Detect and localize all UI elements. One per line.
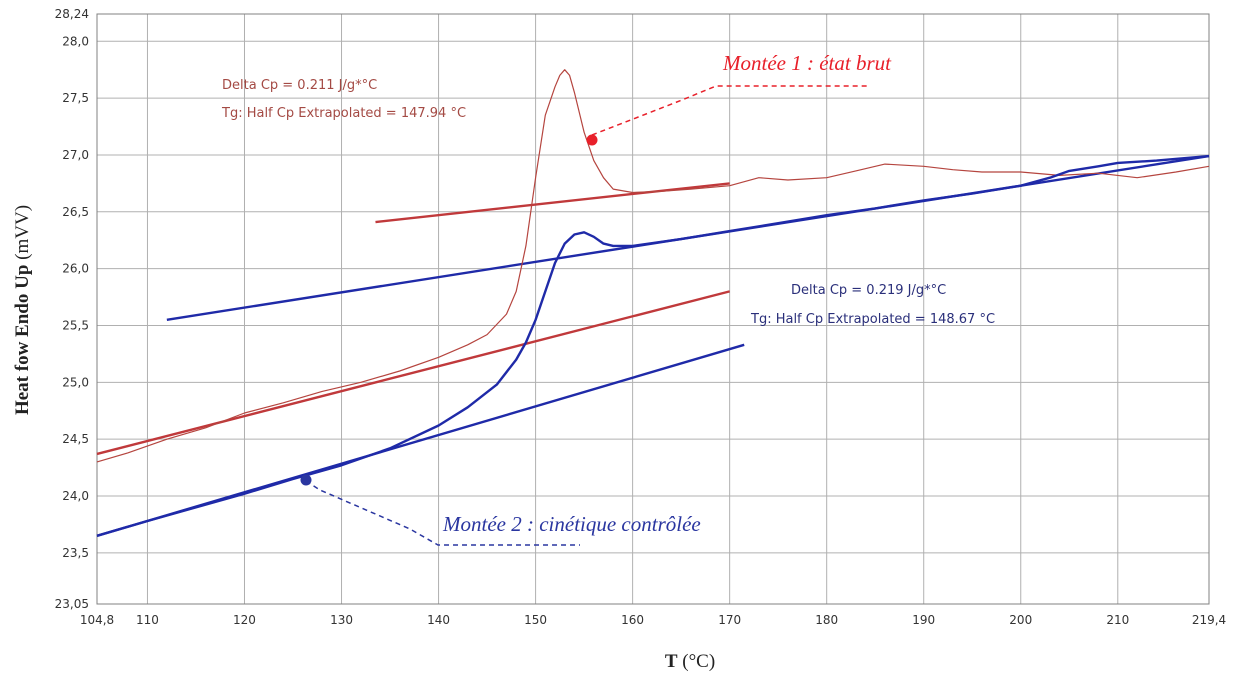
y-tick-label: 28,24 [55,7,89,21]
y-tick-label: 23,05 [55,597,89,611]
y-tick-label: 25,5 [62,318,89,332]
callout-1-leader [591,85,868,136]
x-tick-label: 180 [815,613,838,627]
x-tick-label: 130 [330,613,353,627]
y-tick-label: 27,5 [62,91,89,105]
x-tick-label: 104,8 [80,613,114,627]
y-axis-ticks: 23,05 23,5 24,0 24,5 25,0 25,5 26,0 26,5 27,0 27,… [55,7,89,611]
callout-montee-2: Montée 2 : cinétique contrôlée [300,474,701,546]
series-line-2 [96,154,1210,537]
callout-montee-1: Montée 1 : état brut [586,51,892,146]
x-axis-ticks: 104,8 110 120 130 140 150 160 170 180 190 200 210 21… [80,613,1226,627]
callout-2-marker [300,474,312,486]
callout-1-label: Montée 1 : état brut [722,51,892,75]
callout-2-leader [305,480,580,546]
x-tick-label: 210 [1106,613,1129,627]
y-tick-label: 23,5 [62,546,89,560]
x-tick-label: 170 [718,613,741,627]
series-line-1 [96,69,1210,463]
x-tick-label: 219,4 [1192,613,1226,627]
annotation-montee-1: Delta Cp = 0.211 J/g*°C Tg: Half Cp Extr… [221,78,466,121]
x-tick-label: 120 [233,613,256,627]
x-tick-label: 110 [136,613,159,627]
x-tick-label: 200 [1009,613,1032,627]
y-axis-label: Heat fow Endo Up (mVV) [12,205,33,415]
tangent-line [375,182,730,224]
annotation-2-line-2: Tg: Half Cp Extrapolated = 148.67 °C [750,312,995,327]
annotation-2-line-1: Delta Cp = 0.219 J/g*°C [791,283,946,298]
x-tick-label: 150 [524,613,547,627]
x-tick-label: 190 [912,613,935,627]
y-tick-label: 24,0 [62,489,89,503]
y-tick-label: 24,5 [62,432,89,446]
callout-2-label: Montée 2 : cinétique contrôlée [442,512,701,536]
y-tick-label: 26,5 [62,205,89,219]
y-tick-label: 28,0 [62,34,89,48]
x-tick-label: 140 [427,613,450,627]
annotation-montee-2: Delta Cp = 0.219 J/g*°C Tg: Half Cp Extr… [750,283,995,327]
x-tick-label: 160 [621,613,644,627]
y-tick-label: 26,0 [62,262,89,276]
annotation-1-line-1: Delta Cp = 0.211 J/g*°C [222,78,377,93]
x-axis-label: T (°C) [665,651,715,672]
series-lines [96,69,1210,537]
plot-frame [96,13,1210,605]
annotation-1-line-2: Tg: Half Cp Extrapolated = 147.94 °C [221,106,466,121]
tangent-line [96,290,730,456]
callout-1-marker [586,134,598,146]
y-tick-label: 27,0 [62,148,89,162]
y-tick-label: 25,0 [62,375,89,389]
